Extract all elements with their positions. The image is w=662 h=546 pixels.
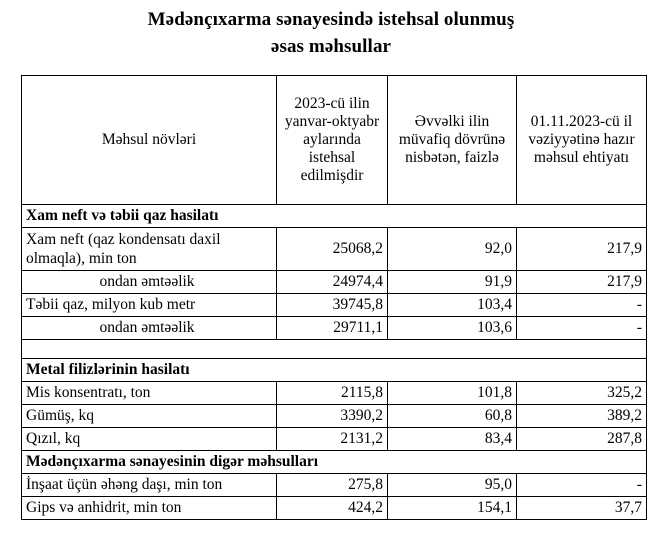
cell-production: 275,8 bbox=[276, 473, 388, 497]
cell-stock: - bbox=[516, 316, 647, 340]
row-label: Gips və anhidrit, min ton bbox=[21, 496, 277, 520]
header-cell-percent: Əvvəlki ilin müvafiq dövrünə nisbətən, f… bbox=[387, 75, 517, 205]
table-section-header-row: Metal filizlərinin hasilatı bbox=[21, 358, 647, 382]
header-cell-production: 2023-cü ilin yanvar-oktyabr aylarında is… bbox=[276, 75, 388, 205]
cell-percent: 95,0 bbox=[387, 473, 517, 497]
cell-production: 39745,8 bbox=[276, 293, 388, 317]
cell-stock: 217,9 bbox=[516, 270, 647, 294]
cell-production: 25068,2 bbox=[276, 227, 388, 271]
page-title-line-1: Mədənçıxarma sənayesində istehsal olunmu… bbox=[147, 9, 515, 30]
cell-stock: 37,7 bbox=[516, 496, 647, 520]
table-spacer-cell bbox=[21, 339, 647, 359]
cell-stock: 217,9 bbox=[516, 227, 647, 271]
table-row: ondan əmtəəlik 24974,4 91,9 217,9 bbox=[21, 270, 647, 294]
row-label: Gümüş, kq bbox=[21, 404, 277, 428]
report-table-container: Məhsul növləri 2023-cü ilin yanvar-oktyab… bbox=[21, 75, 647, 520]
row-label: ondan əmtəəlik bbox=[21, 270, 277, 294]
cell-percent: 101,8 bbox=[387, 381, 517, 405]
table-header-row: Məhsul növləri 2023-cü ilin yanvar-oktyab… bbox=[21, 75, 647, 205]
row-label: Xam neft (qaz kondensatı daxil olmaqla),… bbox=[21, 227, 277, 271]
cell-production: 2115,8 bbox=[276, 381, 388, 405]
cell-production: 24974,4 bbox=[276, 270, 388, 294]
table-row: Təbii qaz, milyon kub metr 39745,8 103,4- bbox=[21, 293, 647, 317]
header-cell-stock: 01.11.2023-cü il vəziyyətinə hazır məhsu… bbox=[516, 75, 647, 205]
table-row: İnşaat üçün əhəng daşı, min ton 275,8 95,0… bbox=[21, 473, 647, 497]
row-label: İnşaat üçün əhəng daşı, min ton bbox=[21, 473, 277, 497]
page-title: Mədənçıxarma sənayesində istehsal olunmu… bbox=[0, 0, 662, 60]
cell-production: 29711,1 bbox=[276, 316, 388, 340]
page-title-line-2: əsas məhsullar bbox=[270, 36, 392, 57]
cell-stock: 287,8 bbox=[516, 427, 647, 451]
table-row: Gips və anhidrit, min ton 424,2 154,1 37,7 bbox=[21, 496, 647, 520]
cell-percent: 92,0 bbox=[387, 227, 517, 271]
row-label: Təbii qaz, milyon kub metr bbox=[21, 293, 277, 317]
row-label: ondan əmtəəlik bbox=[21, 316, 277, 340]
table-spacer-row bbox=[21, 339, 647, 359]
cell-production: 424,2 bbox=[276, 496, 388, 520]
table-row: Xam neft (qaz kondensatı daxil olmaqla),… bbox=[21, 227, 647, 271]
cell-percent: 60,8 bbox=[387, 404, 517, 428]
section-heading: Mədənçıxarma sənayesinin digər məhsullar… bbox=[21, 450, 647, 474]
table-section-header-row: Mədənçıxarma sənayesinin digər məhsullar… bbox=[21, 450, 647, 474]
cell-stock: - bbox=[516, 293, 647, 317]
report-table: Məhsul növləri 2023-cü ilin yanvar-oktyab… bbox=[21, 75, 647, 520]
table-row: ondan əmtəəlik 29711,1 103,6- bbox=[21, 316, 647, 340]
cell-stock: 325,2 bbox=[516, 381, 647, 405]
table-section-header-row: Xam neft və təbii qaz hasilatı bbox=[21, 204, 647, 228]
cell-percent: 103,6 bbox=[387, 316, 517, 340]
cell-stock: - bbox=[516, 473, 647, 497]
row-label: Mis konsentratı, ton bbox=[21, 381, 277, 405]
cell-percent: 154,1 bbox=[387, 496, 517, 520]
cell-percent: 83,4 bbox=[387, 427, 517, 451]
cell-percent: 91,9 bbox=[387, 270, 517, 294]
header-cell-product-name: Məhsul növləri bbox=[21, 75, 277, 205]
cell-production: 3390,2 bbox=[276, 404, 388, 428]
table-row: Qızıl, kq 2131,2 83,4 287,8 bbox=[21, 427, 647, 451]
table-row: Gümüş, kq 3390,2 60,8 389,2 bbox=[21, 404, 647, 428]
row-label: Qızıl, kq bbox=[21, 427, 277, 451]
table-row: Mis konsentratı, ton 2115,8 101,8 325,2 bbox=[21, 381, 647, 405]
cell-percent: 103,4 bbox=[387, 293, 517, 317]
cell-production: 2131,2 bbox=[276, 427, 388, 451]
cell-stock: 389,2 bbox=[516, 404, 647, 428]
section-heading: Metal filizlərinin hasilatı bbox=[21, 358, 647, 382]
section-heading: Xam neft və təbii qaz hasilatı bbox=[21, 204, 647, 228]
